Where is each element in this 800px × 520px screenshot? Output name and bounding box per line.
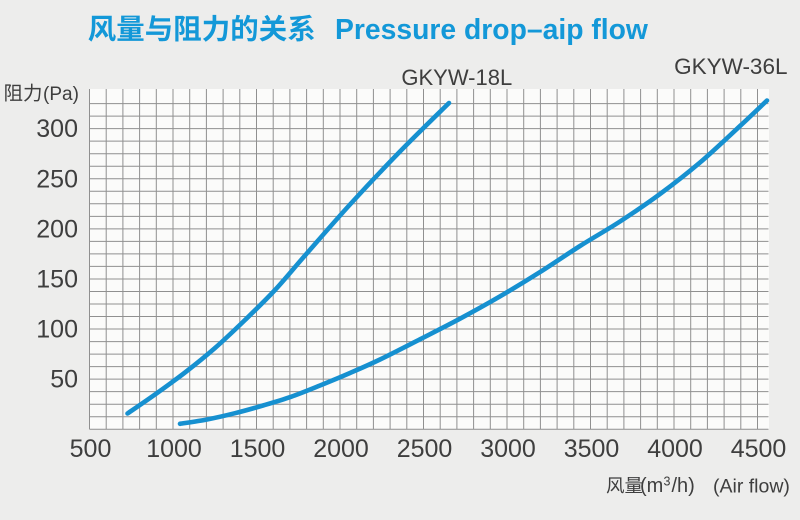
svg-text:100: 100 (36, 316, 78, 344)
svg-text:3500: 3500 (564, 435, 620, 463)
svg-text:3000: 3000 (480, 435, 536, 463)
svg-text:500: 500 (70, 435, 112, 463)
svg-text:GKYW-36L: GKYW-36L (674, 54, 787, 79)
svg-text:Pressure drop–aip flow: Pressure drop–aip flow (335, 13, 649, 45)
svg-text:4500: 4500 (731, 435, 787, 463)
svg-text:250: 250 (36, 165, 78, 193)
svg-text:/h): /h) (672, 475, 695, 497)
svg-text:300: 300 (36, 115, 78, 143)
svg-text:2000: 2000 (313, 435, 369, 463)
svg-text:2500: 2500 (397, 435, 453, 463)
svg-text:(Air flow): (Air flow) (713, 476, 790, 498)
svg-text:4000: 4000 (647, 435, 703, 463)
svg-text:1000: 1000 (146, 435, 202, 463)
svg-text:(Pa): (Pa) (43, 84, 79, 105)
svg-text:50: 50 (50, 366, 78, 394)
svg-text:(m: (m (640, 475, 663, 497)
svg-text:GKYW-18L: GKYW-18L (401, 65, 512, 90)
svg-text:3: 3 (664, 475, 671, 489)
svg-text:150: 150 (36, 266, 78, 294)
svg-text:1500: 1500 (230, 435, 286, 463)
svg-text:200: 200 (36, 215, 78, 243)
